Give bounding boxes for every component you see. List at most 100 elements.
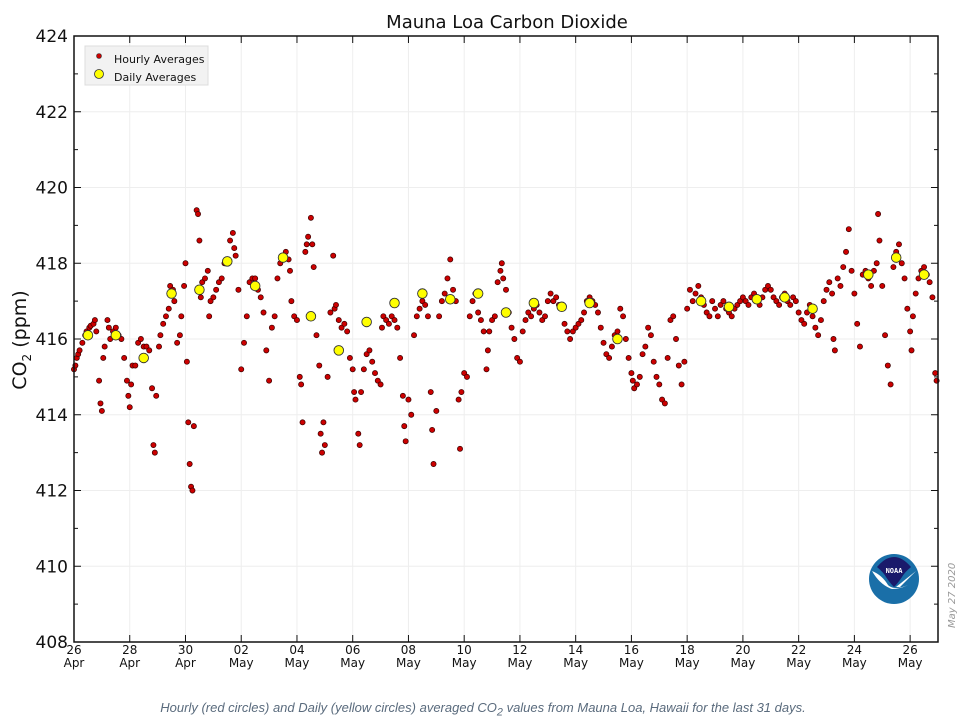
hourly-point <box>360 366 367 373</box>
hourly-point <box>815 332 822 339</box>
hourly-point <box>673 336 679 342</box>
hourly-point <box>595 309 601 316</box>
hourly-point <box>97 400 104 407</box>
hourly-point <box>629 377 636 384</box>
hourly-point <box>561 320 568 327</box>
hourly-point <box>498 260 505 267</box>
x-tick-label-day: 22 <box>791 643 806 657</box>
hourly-point <box>433 408 440 414</box>
hourly-point <box>466 313 473 320</box>
daily-point <box>500 307 512 318</box>
daily-point <box>918 269 930 280</box>
x-axis: 26Apr28Apr30Apr02May04May06May08May10May… <box>64 36 923 670</box>
hourly-point <box>190 423 197 430</box>
daily-point <box>890 252 902 263</box>
hourly-point <box>634 381 640 388</box>
hourly-point <box>503 286 509 293</box>
daily-point <box>863 269 874 280</box>
hourly-point <box>695 283 702 289</box>
hourly-point <box>884 362 891 369</box>
hourly-point <box>303 241 310 248</box>
x-tick-label-month: May <box>508 656 533 670</box>
x-tick-label-day: 06 <box>345 643 360 657</box>
grid-lines <box>73 35 938 643</box>
hourly-point <box>182 260 189 267</box>
hourly-point <box>890 264 897 270</box>
hourly-point <box>458 389 465 395</box>
x-tick-label-day: 10 <box>457 643 472 657</box>
hourly-point <box>792 298 799 305</box>
hourly-point <box>670 313 677 320</box>
hourly-point <box>542 313 548 320</box>
hourly-point <box>896 241 902 248</box>
hourly-point <box>160 320 167 327</box>
x-tick-label-day: 08 <box>401 643 416 657</box>
hourly-point <box>475 309 482 316</box>
hourly-point <box>324 373 331 380</box>
hourly-point <box>795 309 802 316</box>
hourly-point <box>132 362 139 369</box>
hourly-point <box>320 419 327 426</box>
hourly-point <box>809 313 816 320</box>
hourly-point <box>299 419 306 426</box>
hourly-point <box>241 339 247 346</box>
hourly-point <box>455 396 462 403</box>
hourly-point <box>411 332 417 339</box>
x-tick-label-month: Apr <box>64 656 85 670</box>
x-tick-label-month: May <box>730 656 755 670</box>
hourly-point <box>366 347 373 354</box>
hourly-point <box>150 442 157 448</box>
hourly-point <box>229 229 236 236</box>
daily-point <box>277 252 289 263</box>
co2-chart: Mauna Loa Carbon Dioxide 408 410 412 414 416… <box>9 12 958 670</box>
hourly-point <box>645 324 652 331</box>
legend: Hourly Averages Daily Averages <box>84 45 209 86</box>
hourly-point <box>296 373 303 380</box>
hourly-point <box>639 351 646 358</box>
x-tick-label-month: May <box>786 656 811 670</box>
hourly-point <box>606 354 613 361</box>
hourly-point <box>689 298 696 305</box>
hourly-point <box>430 461 437 467</box>
daily-point <box>779 292 790 303</box>
hourly-point <box>105 324 112 331</box>
y-axis-label: CO2 (ppm) <box>9 290 34 389</box>
hourly-point <box>391 317 398 324</box>
hourly-point <box>313 332 320 339</box>
x-tick-label-day: 04 <box>289 643 304 657</box>
hourly-point <box>823 286 830 293</box>
hourly-point <box>486 328 493 335</box>
hourly-point <box>274 275 281 282</box>
hourly-point <box>469 298 476 305</box>
hourly-point <box>837 283 844 289</box>
noaa-logo-text: NOAA <box>886 567 904 575</box>
hourly-point <box>908 347 915 354</box>
hourly-point <box>464 373 470 380</box>
hourly-point <box>845 226 852 233</box>
hourly-point <box>620 313 627 320</box>
hourly-point <box>126 404 133 411</box>
hourly-point <box>614 328 621 335</box>
daily-point <box>305 311 317 322</box>
hourly-point <box>427 389 434 395</box>
hourly-point <box>416 305 423 312</box>
hourly-point <box>491 313 498 320</box>
hourly-point <box>104 317 111 324</box>
hourly-point <box>831 347 838 354</box>
hourly-point <box>457 445 463 452</box>
x-tick-label-month: May <box>285 656 310 670</box>
hourly-point <box>238 366 245 373</box>
hourly-point <box>600 339 607 346</box>
daily-point <box>389 297 400 309</box>
hourly-point <box>745 301 752 308</box>
hourly-point <box>921 264 928 270</box>
hourly-point <box>171 298 178 305</box>
hourly-point <box>302 248 309 255</box>
hourly-point <box>394 324 401 331</box>
hourly-point <box>484 347 491 354</box>
hourly-point <box>101 343 108 350</box>
hourly-point <box>450 286 456 293</box>
hourly-point <box>709 298 716 305</box>
legend-daily-label: Daily Averages <box>114 71 197 84</box>
hourly-point <box>854 320 861 327</box>
